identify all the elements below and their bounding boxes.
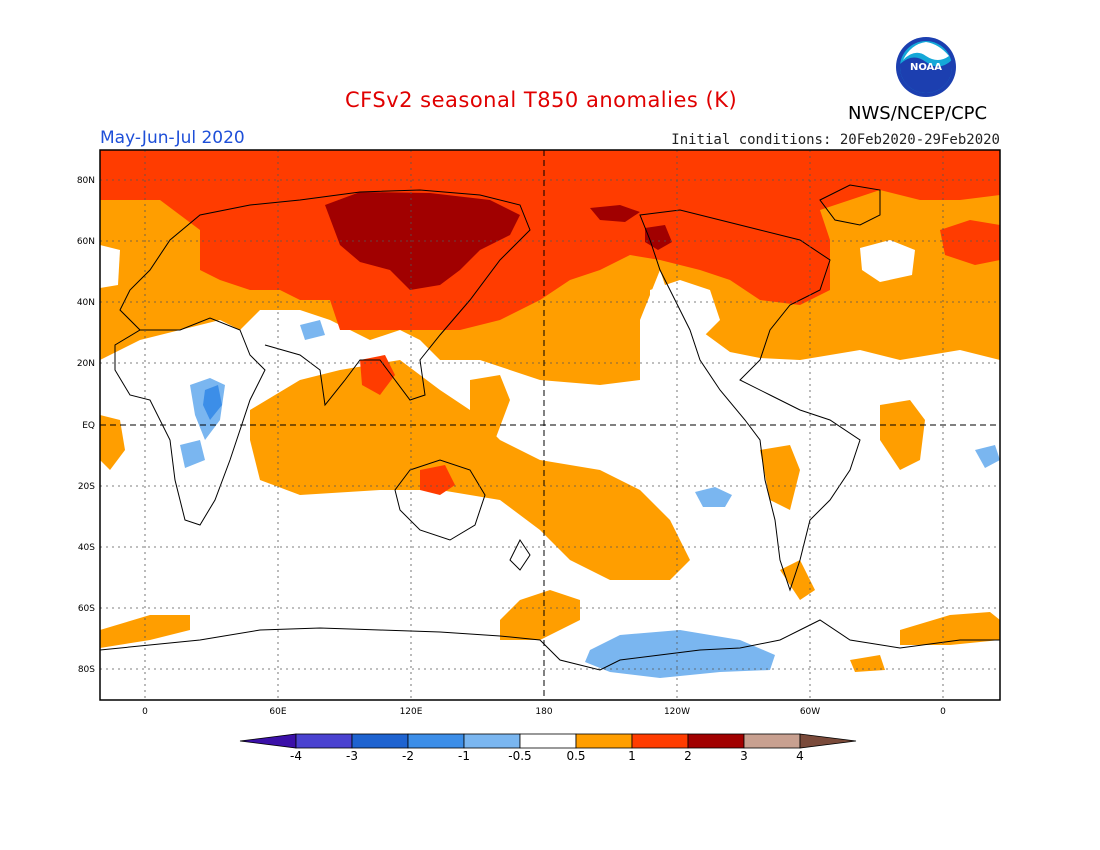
colorbar-label: 0.5 <box>566 749 585 763</box>
colorbar-segment <box>295 733 353 749</box>
colorbar-label: 1 <box>628 749 636 763</box>
lon-label: 60E <box>269 707 286 717</box>
colorbar-label: 2 <box>684 749 692 763</box>
colorbar-segment <box>239 733 297 749</box>
map-title: CFSv2 seasonal T850 anomalies (K) <box>345 88 738 112</box>
colorbar-segment <box>463 733 521 749</box>
cold-anomaly-regions <box>203 385 222 420</box>
map-frame <box>99 149 1001 701</box>
colorbar-segment <box>351 733 409 749</box>
lon-label: 0 <box>940 707 946 717</box>
noaa-logo-text: NOAA <box>910 62 942 73</box>
lat-label: EQ <box>82 421 95 431</box>
colorbar-label: -1 <box>458 749 470 763</box>
lat-label: 40S <box>78 543 95 553</box>
colorbar-segment <box>687 733 745 749</box>
moderate-warm-anomaly-regions <box>100 150 1000 495</box>
equator-dateline-lines <box>100 150 1000 700</box>
colorbar-segment <box>743 733 801 749</box>
colorbar-segment <box>575 733 633 749</box>
lat-label: 20N <box>77 359 95 369</box>
lon-label: 120W <box>664 707 690 717</box>
initial-conditions-label: Initial conditions: 20Feb2020-29Feb2020 <box>671 132 1000 148</box>
noaa-logo: NOAA <box>896 37 956 97</box>
colorbar-label: -3 <box>346 749 358 763</box>
lon-label: 60W <box>800 707 820 717</box>
latitude-axis: 80N 60N 40N 20N EQ 20S 40S 60S 80S <box>77 176 95 675</box>
colorbar-label: -4 <box>290 749 302 763</box>
graticule <box>100 150 1000 700</box>
lat-label: 60S <box>78 604 95 614</box>
colorbar-segment <box>519 733 577 749</box>
colorbar-legend: -4 -3 -2 -1 -0.5 0.5 1 2 3 4 <box>239 733 857 763</box>
agency-label: NWS/NCEP/CPC <box>848 103 988 124</box>
lat-label: 60N <box>77 237 95 247</box>
colorbar-segment <box>407 733 465 749</box>
colorbar-label: -2 <box>402 749 414 763</box>
lat-label: 80N <box>77 176 95 186</box>
colorbar-segment <box>799 733 857 749</box>
colorbar-label: 3 <box>740 749 748 763</box>
season-label: May-Jun-Jul 2020 <box>100 128 245 148</box>
colorbar-label: 4 <box>796 749 804 763</box>
neutral-anomaly-regions <box>100 240 915 335</box>
coastlines <box>100 184 1000 671</box>
colorbar-label: -0.5 <box>508 749 531 763</box>
lon-label: 120E <box>400 707 423 717</box>
lon-label: 0 <box>142 707 148 717</box>
longitude-axis: 0 60E 120E 180 120W 60W 0 <box>142 707 946 717</box>
lat-label: 80S <box>78 665 95 675</box>
strong-warm-anomaly-regions <box>325 192 672 290</box>
lat-label: 20S <box>78 482 95 492</box>
lat-label: 40N <box>77 298 95 308</box>
colorbar-segment <box>631 733 689 749</box>
lon-label: 180 <box>535 707 552 717</box>
